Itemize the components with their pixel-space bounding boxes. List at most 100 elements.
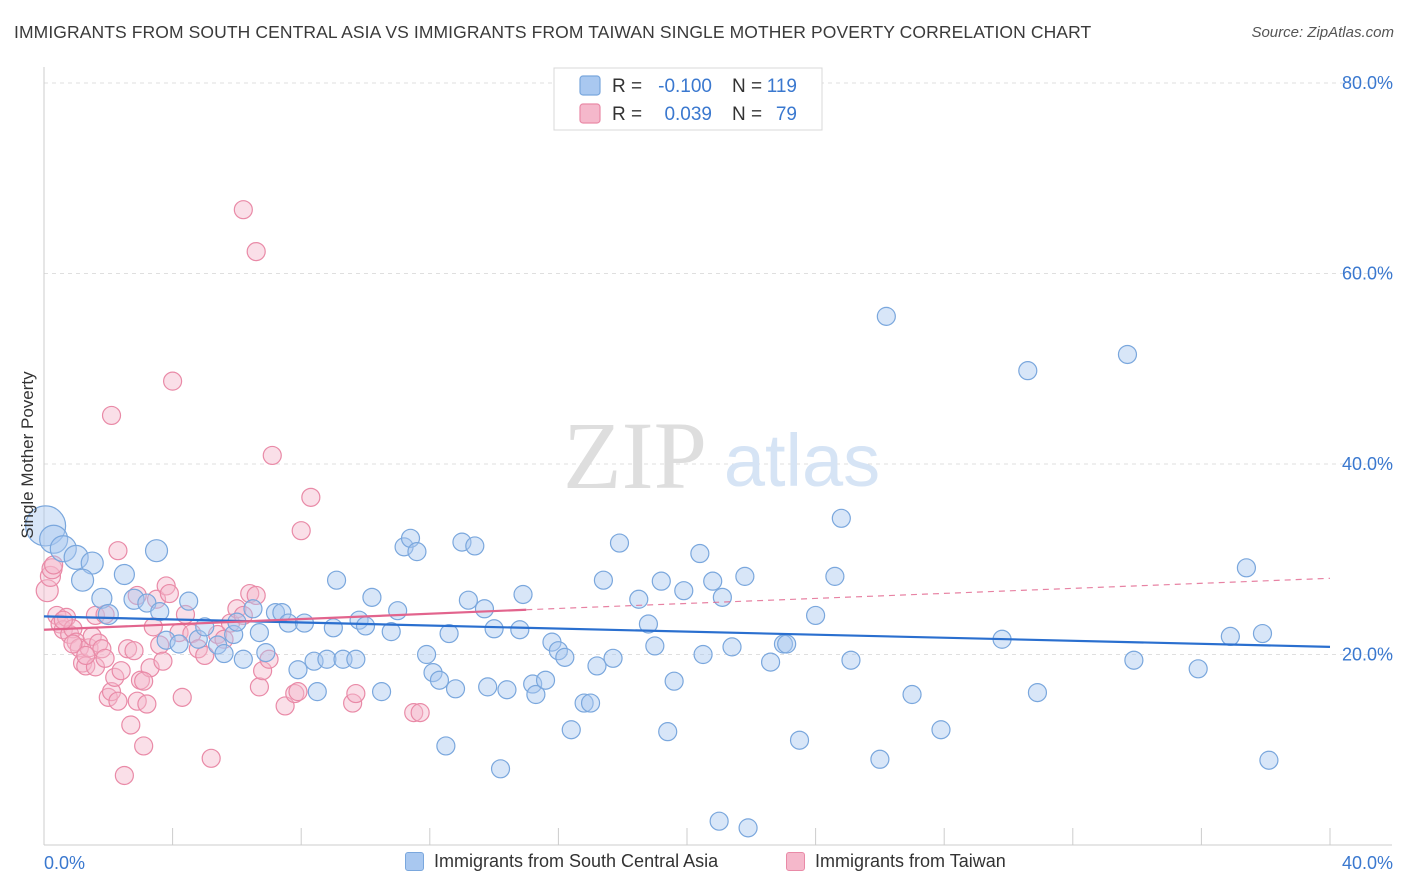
legend-swatch-blue bbox=[579, 75, 601, 96]
data-point-taiwan bbox=[134, 671, 154, 691]
data-point-taiwan bbox=[163, 371, 183, 391]
grid-layer bbox=[44, 82, 1392, 655]
data-point-south-central-asia bbox=[1117, 344, 1138, 365]
data-point-south-central-asia bbox=[458, 590, 478, 610]
data-point-south-central-asia bbox=[825, 566, 845, 586]
data-point-taiwan bbox=[101, 405, 122, 426]
data-point-south-central-asia bbox=[638, 614, 659, 634]
data-point-taiwan bbox=[346, 683, 366, 704]
data-point-taiwan bbox=[153, 651, 173, 671]
bottom-legend-label-blue: Immigrants from South Central Asia bbox=[434, 851, 719, 871]
series-south-central-asia-points bbox=[25, 306, 1279, 838]
data-point-south-central-asia bbox=[224, 624, 244, 645]
data-point-south-central-asia bbox=[1259, 750, 1279, 770]
data-point-taiwan bbox=[404, 703, 424, 723]
data-point-south-central-asia bbox=[452, 532, 472, 552]
data-point-south-central-asia bbox=[288, 660, 308, 680]
data-point-taiwan bbox=[53, 610, 73, 630]
data-point-south-central-asia bbox=[561, 720, 581, 740]
data-point-taiwan bbox=[159, 583, 179, 604]
data-point-taiwan bbox=[76, 656, 96, 676]
data-point-south-central-asia bbox=[49, 535, 77, 563]
data-point-south-central-asia bbox=[831, 508, 851, 528]
data-point-south-central-asia bbox=[603, 648, 623, 668]
legend-n-label-pink: N = bbox=[732, 104, 762, 125]
data-point-south-central-asia bbox=[1252, 623, 1273, 644]
watermark-zip: ZIP bbox=[563, 402, 707, 509]
watermark-atlas: atlas bbox=[724, 419, 880, 502]
data-point-taiwan bbox=[76, 645, 96, 666]
data-point-south-central-asia bbox=[371, 682, 392, 702]
x-tick-label-max: 40.0% bbox=[1342, 853, 1393, 873]
data-point-taiwan bbox=[253, 661, 273, 681]
data-point-south-central-asia bbox=[574, 693, 594, 713]
data-point-south-central-asia bbox=[156, 630, 176, 650]
source-label: Source: ZipAtlas.com bbox=[1251, 24, 1394, 41]
data-point-south-central-asia bbox=[555, 647, 575, 667]
y-tick-label: 40.0% bbox=[1342, 454, 1393, 474]
data-point-south-central-asia bbox=[188, 629, 208, 649]
data-point-south-central-asia bbox=[439, 623, 459, 644]
data-point-taiwan bbox=[137, 694, 157, 714]
data-point-taiwan bbox=[285, 683, 305, 704]
data-point-south-central-asia bbox=[645, 636, 665, 656]
legend-box: R = -0.100 N = 119 R = 0.039 N = 79 bbox=[553, 67, 823, 131]
data-point-south-central-asia bbox=[580, 693, 601, 713]
bottom-legend-item-blue: Immigrants from South Central Asia bbox=[405, 851, 718, 872]
data-point-taiwan bbox=[108, 691, 128, 711]
data-point-south-central-asia bbox=[25, 505, 67, 547]
data-point-south-central-asia bbox=[355, 616, 376, 636]
data-point-south-central-asia bbox=[709, 811, 729, 831]
data-point-south-central-asia bbox=[805, 605, 826, 626]
data-point-south-central-asia bbox=[1188, 659, 1208, 679]
data-point-south-central-asia bbox=[1236, 558, 1257, 578]
data-point-taiwan bbox=[201, 748, 221, 768]
data-point-south-central-asia bbox=[738, 818, 758, 838]
data-point-south-central-asia bbox=[317, 649, 337, 669]
data-point-south-central-asia bbox=[664, 671, 684, 691]
data-point-south-central-asia bbox=[144, 539, 169, 563]
data-point-south-central-asia bbox=[497, 680, 517, 700]
data-point-south-central-asia bbox=[535, 670, 556, 690]
data-point-south-central-asia bbox=[123, 588, 145, 610]
data-point-south-central-asia bbox=[693, 644, 713, 665]
data-point-south-central-asia bbox=[326, 570, 347, 590]
data-point-south-central-asia bbox=[436, 736, 456, 756]
data-point-south-central-asia bbox=[445, 679, 466, 699]
data-point-south-central-asia bbox=[169, 634, 189, 654]
data-point-south-central-asia bbox=[876, 306, 896, 326]
data-point-taiwan bbox=[108, 541, 128, 561]
data-point-south-central-asia bbox=[609, 533, 630, 553]
y-tick-label: 20.0% bbox=[1342, 645, 1393, 665]
data-point-taiwan bbox=[134, 736, 154, 756]
data-point-south-central-asia bbox=[249, 622, 270, 643]
legend-r-label-pink: R = bbox=[612, 104, 642, 125]
watermark: ZIP atlas bbox=[563, 402, 880, 509]
legend-n-value-blue: 119 bbox=[767, 76, 797, 97]
data-point-south-central-asia bbox=[362, 587, 382, 607]
data-point-south-central-asia bbox=[407, 542, 427, 562]
data-point-taiwan bbox=[410, 703, 430, 723]
data-point-south-central-asia bbox=[214, 643, 234, 664]
data-point-south-central-asia bbox=[523, 674, 543, 694]
data-point-south-central-asia bbox=[243, 599, 263, 619]
data-point-south-central-asia bbox=[629, 589, 649, 609]
data-point-taiwan bbox=[124, 641, 144, 661]
data-point-south-central-asia bbox=[113, 563, 135, 586]
axes-layer bbox=[43, 67, 1392, 846]
bottom-legend-label-pink: Immigrants from Taiwan bbox=[815, 851, 1006, 871]
data-point-south-central-asia bbox=[841, 650, 861, 670]
data-point-taiwan bbox=[39, 565, 62, 587]
chart-title: IMMIGRANTS FROM SOUTH CENTRAL ASIA VS IM… bbox=[14, 22, 1092, 42]
data-point-south-central-asia bbox=[256, 642, 276, 663]
data-point-south-central-asia bbox=[1124, 650, 1144, 670]
y-tick-label: 80.0% bbox=[1342, 73, 1393, 93]
data-point-south-central-asia bbox=[490, 759, 511, 779]
legend-n-value-pink: 79 bbox=[776, 104, 797, 125]
data-point-taiwan bbox=[195, 645, 215, 666]
legend-swatch-pink bbox=[579, 103, 601, 124]
y-tick-label: 60.0% bbox=[1342, 264, 1393, 284]
data-point-south-central-asia bbox=[526, 684, 546, 705]
trend-line-taiwan-extension bbox=[526, 577, 1331, 611]
